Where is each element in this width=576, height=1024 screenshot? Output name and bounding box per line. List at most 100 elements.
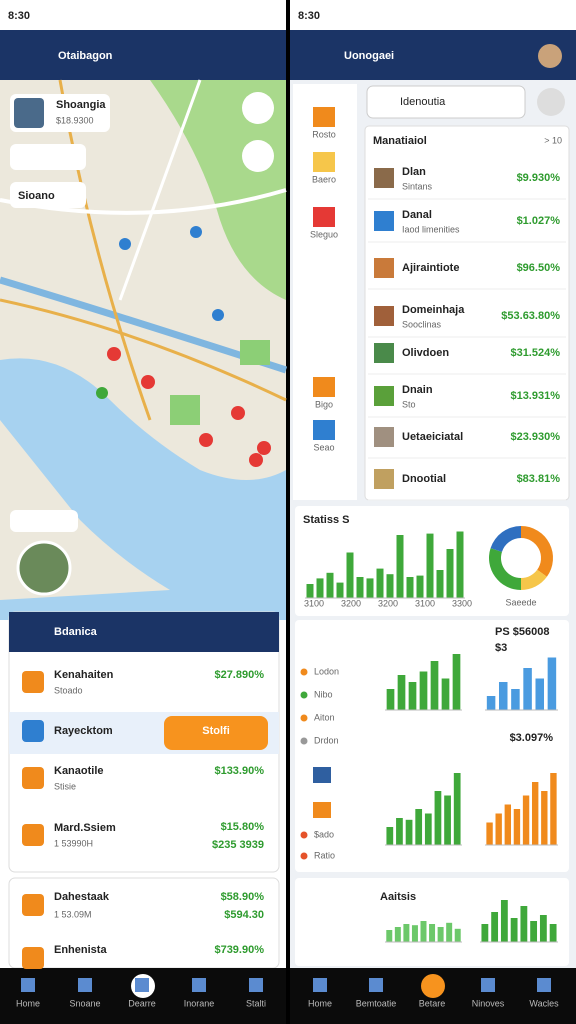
bar	[520, 906, 528, 942]
bar	[530, 921, 538, 942]
row-name: Ajiraintiote	[402, 262, 459, 274]
nav-icon[interactable]	[369, 978, 383, 992]
legend-label: Drdon	[314, 735, 339, 745]
search-text: Idenoutia	[400, 96, 446, 108]
list-header	[9, 612, 279, 652]
item-value: $27.890%	[214, 669, 264, 681]
nav-icon[interactable]	[481, 978, 495, 992]
nav-icon[interactable]	[78, 978, 92, 992]
item-name: Enhenista	[54, 944, 107, 956]
legend-dot	[300, 737, 308, 745]
panel-title: Manatiaiol	[373, 135, 427, 147]
bar	[316, 578, 324, 598]
kpi: PS $56008	[495, 626, 549, 638]
status-time: 8:30	[298, 10, 320, 22]
legend-label: Ratio	[314, 850, 335, 860]
map-card-title: Shoangia	[56, 99, 106, 111]
nav-icon[interactable]	[313, 978, 327, 992]
row-value: $23.930%	[510, 431, 560, 443]
legend-label: Aiton	[314, 712, 335, 722]
nav-icon[interactable]	[21, 978, 35, 992]
card-title: Aaitsis	[380, 891, 416, 903]
nav-label: Snoane	[69, 998, 100, 1008]
item-value: $739.90%	[214, 944, 264, 956]
axis-label: 3300	[452, 598, 472, 608]
item-icon	[22, 894, 44, 916]
bar	[486, 822, 493, 845]
bar	[491, 912, 499, 942]
nav-label: Ninoves	[472, 998, 505, 1008]
bar	[523, 668, 532, 710]
bar	[495, 813, 502, 845]
nav-label: Stalti	[246, 998, 266, 1008]
row-name: Olivdoen	[402, 347, 449, 359]
nav-label: Wacles	[529, 998, 559, 1008]
row-thumb	[374, 343, 394, 363]
bar	[326, 572, 334, 598]
legend-dot	[300, 691, 308, 699]
button-label: Stolfi	[202, 725, 230, 737]
bar	[386, 930, 393, 942]
row-value: $31.524%	[510, 347, 560, 359]
row-thumb	[374, 258, 394, 278]
row-thumb	[374, 306, 394, 326]
action-button[interactable]	[164, 716, 268, 750]
right-status	[290, 0, 576, 30]
side-icon[interactable]	[313, 152, 335, 172]
item-value-2: $235 3939	[212, 839, 264, 851]
bar	[510, 918, 518, 942]
side-icon	[313, 767, 331, 783]
nav-icon[interactable]	[249, 978, 263, 992]
item-icon	[22, 671, 44, 693]
row-thumb	[374, 168, 394, 188]
legend-dot	[300, 852, 308, 860]
nav-icon[interactable]	[135, 978, 149, 992]
bar	[376, 568, 384, 598]
row-thumb	[374, 211, 394, 231]
row-thumb	[374, 427, 394, 447]
bar	[452, 654, 461, 710]
avatar[interactable]	[538, 44, 562, 68]
bar	[386, 689, 395, 710]
nav-center-button[interactable]	[421, 974, 445, 998]
row-value: $13.931%	[510, 390, 560, 402]
legend-dot	[300, 831, 308, 839]
nav-icon[interactable]	[537, 978, 551, 992]
item-value: $15.80%	[221, 821, 265, 833]
item-value: $58.90%	[221, 891, 265, 903]
bar	[446, 549, 454, 598]
bar	[420, 921, 427, 942]
item-name: Rayecktom	[54, 725, 113, 737]
kpi-2: $3.097%	[510, 732, 554, 744]
bar	[416, 575, 424, 598]
side-label: Sleguo	[310, 229, 338, 239]
side-icon[interactable]	[313, 377, 335, 397]
row-thumb	[374, 469, 394, 489]
bar	[436, 570, 444, 598]
item-icon	[22, 947, 44, 969]
kpi-sub: $3	[495, 642, 507, 654]
item-name: Kenahaiten	[54, 669, 114, 681]
bar	[549, 924, 557, 942]
item-icon	[22, 720, 44, 742]
row-sub: Sooclinas	[402, 319, 442, 329]
profile-button[interactable]	[537, 88, 565, 116]
bar	[386, 574, 394, 598]
side-icon[interactable]	[313, 420, 335, 440]
nav-label: Dearre	[128, 998, 156, 1008]
side-label: Seao	[313, 442, 334, 452]
bar	[336, 582, 344, 598]
item-sub: 1 53990H	[54, 838, 93, 848]
side-icon[interactable]	[313, 107, 335, 127]
row-value: $96.50%	[517, 262, 561, 274]
nav-icon[interactable]	[192, 978, 206, 992]
donut-slice	[521, 569, 547, 590]
item-sub: Stisie	[54, 781, 76, 791]
side-icon[interactable]	[313, 207, 335, 227]
bar	[441, 678, 450, 710]
bar	[397, 675, 406, 710]
item-icon	[22, 767, 44, 789]
row-name: Dnain	[402, 384, 433, 396]
search-box[interactable]	[366, 85, 526, 119]
